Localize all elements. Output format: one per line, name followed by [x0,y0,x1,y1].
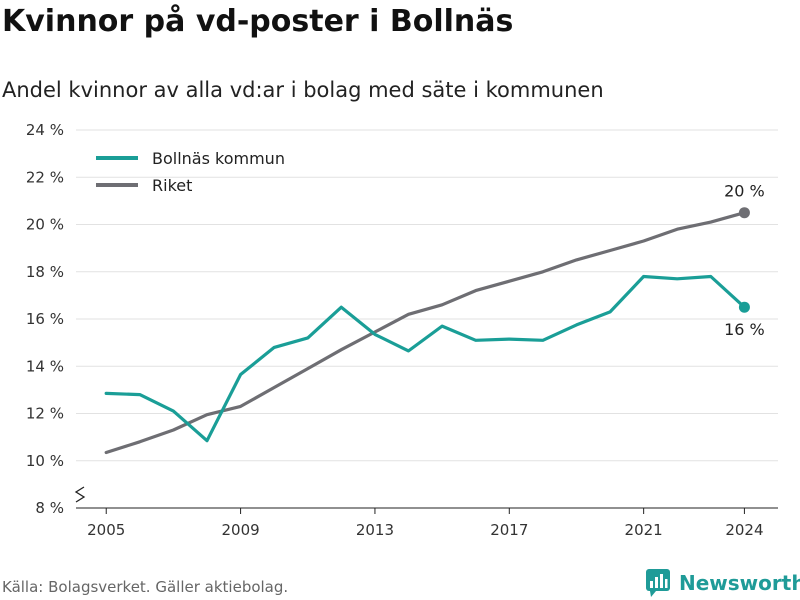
brand-logo: Newsworthy [645,568,800,598]
y-tick-label: 12 % [26,405,64,423]
series-line [104,274,747,443]
series-end-label: 16 % [724,320,765,339]
series-end-point [738,207,750,219]
legend-label: Bollnäs kommun [152,149,285,168]
y-tick-label: 14 % [26,357,64,375]
y-tick-label: 8 % [35,499,64,517]
newsworthy-logo-icon [646,569,670,597]
y-tick-label: 10 % [26,452,64,470]
legend-label: Riket [152,176,192,195]
y-tick-label: 22 % [26,168,64,186]
x-tick-label: 2005 [87,521,125,539]
series-line [104,211,747,455]
y-tick-label: 20 % [26,216,64,234]
x-tick-label: 2021 [625,521,663,539]
y-tick-label: 18 % [26,263,64,281]
series-end-label: 20 % [724,182,765,201]
x-tick-label: 2013 [356,521,394,539]
brand-name: Newsworthy [679,571,800,595]
x-tick-label: 2024 [725,521,763,539]
series-end-point [738,301,750,313]
chart-title: Kvinnor på vd-poster i Bollnäs [2,4,514,39]
y-tick-label: 24 % [26,121,64,139]
source-note: Källa: Bolagsverket. Gäller aktiebolag. [2,578,289,596]
x-tick-label: 2009 [221,521,259,539]
x-tick-label: 2017 [490,521,528,539]
y-tick-label: 16 % [26,310,64,328]
axis-break-icon [74,486,86,503]
chart-subtitle: Andel kvinnor av alla vd:ar i bolag med … [2,78,604,102]
